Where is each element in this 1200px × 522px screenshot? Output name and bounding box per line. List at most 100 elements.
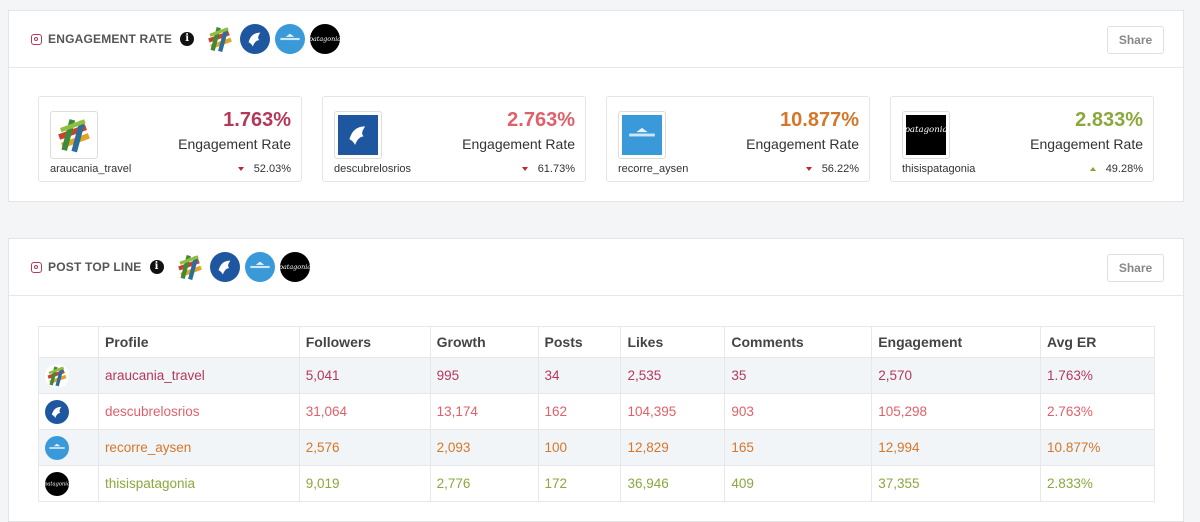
profile-handle: recorre_aysen [618,163,689,175]
avatar-araucania-travel[interactable] [205,24,236,54]
growth-cell: 2,093 [429,429,539,466]
table-row: patagonia thisispatagonia 9,019 2,776 17… [38,465,1155,502]
change-indicator: 56.22% [805,163,859,175]
profile-logo [50,111,98,159]
engagement-rate-panel: ENGAGEMENT RATE i patagonia Share [8,10,1184,202]
likes-cell: 12,829 [620,429,726,466]
posts-cell: 34 [537,357,622,394]
share-button[interactable]: Share [1107,254,1164,282]
likes-cell: 2,535 [620,357,726,394]
column-header-profile[interactable]: Profile [97,326,300,358]
avatar-recorre-aysen[interactable] [275,24,306,54]
profile-handle: thisispatagonia [902,163,976,175]
comments-cell: 35 [724,357,873,394]
followers-cell: 2,576 [298,429,431,466]
change-value: 56.22% [821,163,859,175]
engagement-cell: 105,298 [871,393,1042,430]
engagement-rate-label: Engagement Rate [746,136,859,152]
change-indicator: 49.28% [1089,163,1143,175]
svg-text:patagonia: patagonia [45,481,69,487]
engagement-card-thisispatagonia[interactable]: patagonia 2.833% Engagement Rate thisisp… [890,96,1154,182]
profile-avatars: patagonia [200,24,341,54]
engagement-rate-value: 2.833% [1075,109,1143,131]
trend-down-icon [237,167,244,171]
engagement-card-descubrelosrios[interactable]: 2.763% Engagement Rate descubrelosrios 6… [322,96,586,182]
avatar: patagonia [45,471,69,496]
profile-handle: araucania_travel [50,163,132,175]
column-header-avatar [38,326,99,358]
row-avatar-cell: patagonia [38,465,99,502]
post-top-line-panel: POST TOP LINE i patagonia Share [8,238,1184,522]
column-header-followers[interactable]: Followers [298,326,431,358]
instagram-icon [31,33,42,45]
avatar [45,363,69,388]
engagement-card-recorre-aysen[interactable]: 10.877% Engagement Rate recorre_aysen 56… [606,96,870,182]
change-indicator: 52.03% [237,163,291,175]
profile-cell[interactable]: descubrelosrios [97,393,300,430]
table-row: recorre_aysen 2,576 2,093 100 12,829 165… [38,429,1155,466]
posts-cell: 100 [537,429,622,466]
trend-up-icon [1089,167,1096,171]
engagement-rate-value: 10.877% [780,109,859,131]
engagement-rate-label: Engagement Rate [462,136,575,152]
post-top-line-table: Profile Followers Growth Posts Likes Com… [38,326,1155,502]
followers-cell: 31,064 [298,393,431,430]
svg-text:patagonia: patagonia [310,35,340,43]
avatar-descubrelosrios[interactable] [209,252,240,282]
growth-cell: 2,776 [429,465,539,502]
table-row: araucania_travel 5,041 995 34 2,535 35 2… [38,357,1155,394]
profile-handle: descubrelosrios [334,163,412,175]
engagement-rate-value: 1.763% [223,109,291,131]
row-avatar-cell [38,393,99,430]
followers-cell: 9,019 [298,465,431,502]
profile-cell[interactable]: araucania_travel [97,357,300,394]
trend-down-icon [521,167,528,171]
trend-down-icon [805,167,812,171]
panel-title: ENGAGEMENT RATE [48,32,173,46]
svg-text:patagonia: patagonia [906,125,946,135]
column-header-avg-er[interactable]: Avg ER [1040,326,1155,358]
avatar [45,435,69,460]
change-value: 61.73% [537,163,575,175]
engagement-card-araucania-travel[interactable]: 1.763% Engagement Rate araucania_travel … [38,96,302,182]
profile-logo [334,111,382,159]
avatar-thisispatagonia[interactable]: patagonia [310,24,341,54]
row-avatar-cell [38,357,99,394]
info-icon[interactable]: i [149,260,164,274]
column-header-posts[interactable]: Posts [537,326,622,358]
avatar-thisispatagonia[interactable]: patagonia [279,252,310,282]
posts-cell: 172 [537,465,622,502]
profile-logo [618,111,666,159]
share-button[interactable]: Share [1107,26,1164,54]
profile-logo: patagonia [902,111,950,159]
engagement-rate-label: Engagement Rate [178,136,291,152]
engagement-cell: 2,570 [871,357,1042,394]
engagement-rate-value: 2.763% [507,109,575,131]
engagement-cell: 37,355 [871,465,1042,502]
avg-er-cell: 2.833% [1040,465,1155,502]
avg-er-cell: 2.763% [1040,393,1155,430]
table-header-row: Profile Followers Growth Posts Likes Com… [38,326,1155,358]
column-header-comments[interactable]: Comments [724,326,873,358]
table-row: descubrelosrios 31,064 13,174 162 104,39… [38,393,1155,430]
panel-title: POST TOP LINE [48,260,142,274]
growth-cell: 995 [429,357,539,394]
profile-cell[interactable]: recorre_aysen [97,429,300,466]
engagement-rate-header: ENGAGEMENT RATE i patagonia Share [9,11,1183,68]
column-header-engagement[interactable]: Engagement [871,326,1042,358]
avatar-recorre-aysen[interactable] [244,252,275,282]
avatar-araucania-travel[interactable] [174,252,205,282]
change-value: 49.28% [1105,163,1143,175]
info-icon[interactable]: i [180,32,195,46]
avg-er-cell: 10.877% [1040,429,1155,466]
column-header-growth[interactable]: Growth [429,326,539,358]
avatar-descubrelosrios[interactable] [240,24,271,54]
engagement-cell: 12,994 [871,429,1042,466]
likes-cell: 36,946 [620,465,726,502]
profile-cell[interactable]: thisispatagonia [97,465,300,502]
column-header-likes[interactable]: Likes [620,326,726,358]
instagram-icon [31,261,42,273]
engagement-cards: 1.763% Engagement Rate araucania_travel … [38,96,1154,182]
change-indicator: 61.73% [521,163,575,175]
comments-cell: 903 [724,393,873,430]
